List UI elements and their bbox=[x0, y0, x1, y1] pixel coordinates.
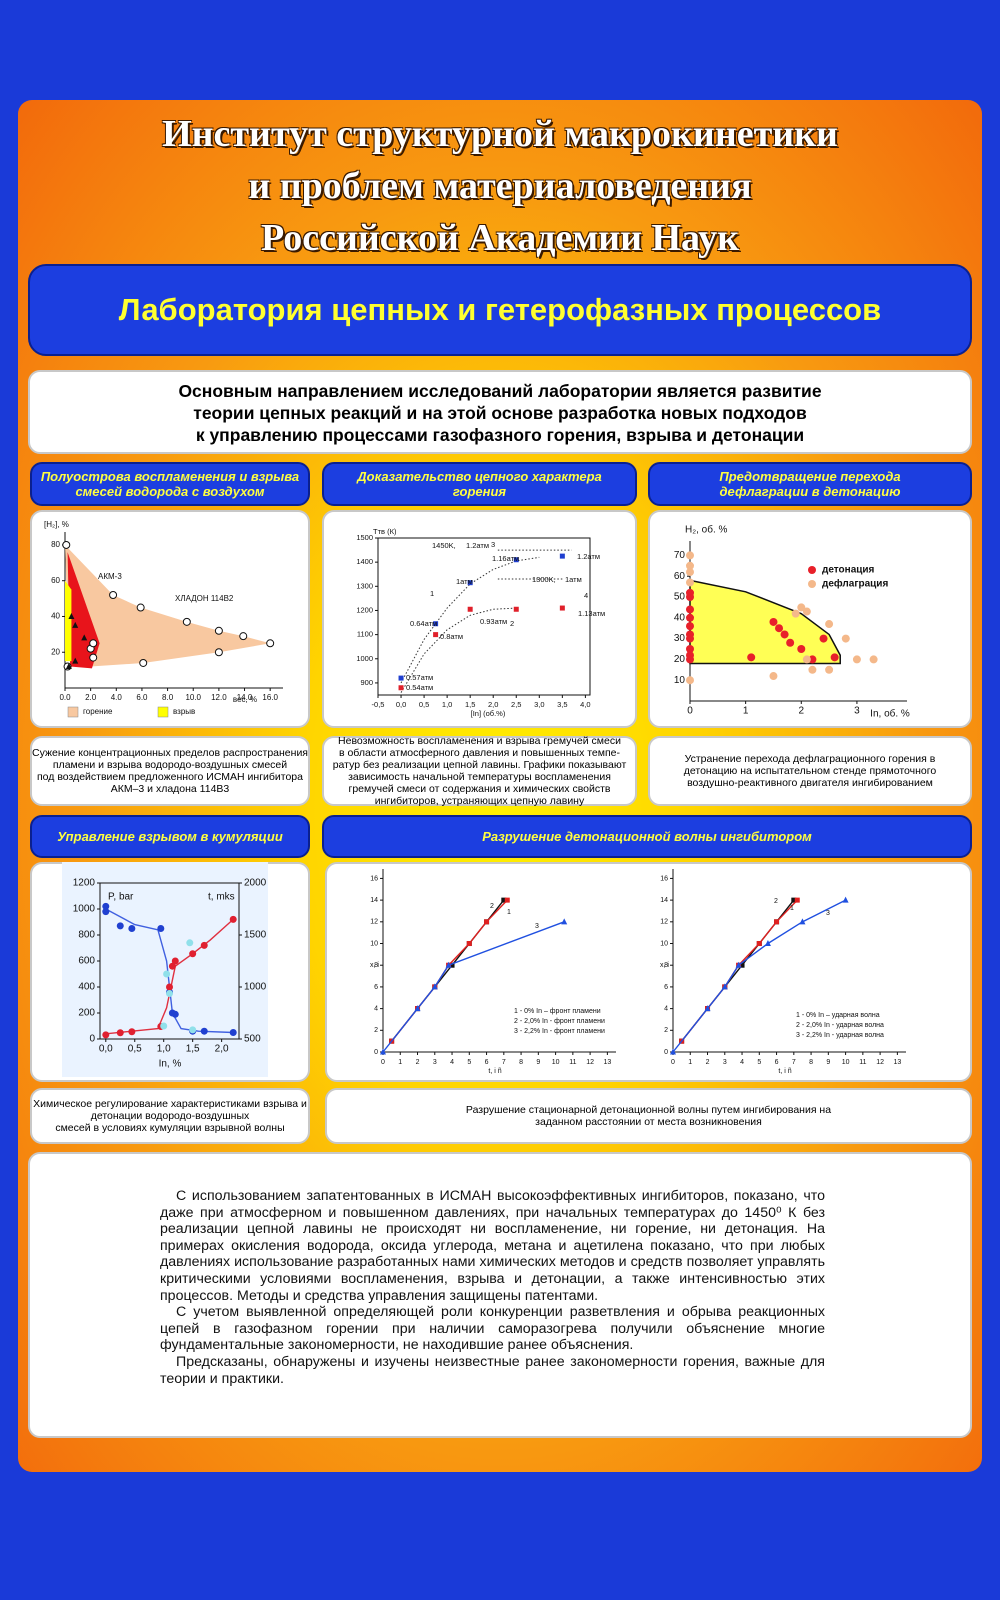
heading-line: Предотвращение перехода bbox=[719, 469, 901, 484]
caption-line: Сужение концентрационных пределов распро… bbox=[32, 747, 308, 759]
caption-box: Невозможность воспламенения и взрыва гре… bbox=[322, 735, 637, 807]
paragraph: Предсказаны, обнаружены и изучены неизве… bbox=[160, 1353, 825, 1387]
institute-title: Институт структурной макрокинетики и про… bbox=[30, 108, 970, 264]
chart-panel bbox=[30, 862, 310, 1082]
chart-panel bbox=[325, 862, 972, 1082]
caption-box: Химическое регулирование характеристикам… bbox=[30, 1088, 310, 1144]
chart-panel bbox=[30, 510, 310, 728]
caption-line: в области атмосферного давления и повыше… bbox=[338, 747, 621, 759]
heading-line: смесей водорода с воздухом bbox=[75, 484, 265, 499]
caption-line: заданном расстоянии от места возникновен… bbox=[535, 1116, 762, 1128]
heading-line: дефлаграции в детонацию bbox=[719, 484, 901, 499]
caption-line: гремучей смеси от содержания и химически… bbox=[348, 783, 611, 795]
title-line: Институт структурной макрокинетики bbox=[162, 113, 838, 155]
heading-line: Доказательство цепного характера bbox=[357, 469, 602, 484]
caption-line: пламени и взрыва водородо-воздушных смес… bbox=[52, 759, 288, 771]
title-line: Российской Академии Наук bbox=[261, 217, 739, 259]
caption-box: Сужение концентрационных пределов распро… bbox=[30, 736, 310, 806]
heading-line: горения bbox=[452, 484, 507, 499]
caption-line: Разрушение стационарной детонационной во… bbox=[465, 1104, 832, 1116]
body-text: С использованием запатентованных в ИСМАН… bbox=[160, 1188, 825, 1387]
caption-box: Устранение перехода дефлаграционного гор… bbox=[648, 736, 972, 806]
paragraph: С использованием запатентованных в ИСМАН… bbox=[160, 1188, 825, 1304]
caption-line: зависимость начальной температуры воспла… bbox=[348, 771, 611, 783]
caption-line: Невозможность воспламенения и взрыва гре… bbox=[338, 735, 621, 747]
section-heading: Разрушение детонационной волны ингибитор… bbox=[322, 815, 972, 858]
caption-line: АКМ–3 и хладона 114В3 bbox=[110, 783, 230, 795]
caption-box: Разрушение стационарной детонационной во… bbox=[325, 1088, 972, 1144]
lab-banner: Лаборатория цепных и гетерофазных процес… bbox=[28, 264, 972, 356]
caption-line: воздушно-реактивного двигателя ингибиров… bbox=[687, 777, 933, 789]
mission-line: Основным направлением исследований лабор… bbox=[178, 381, 822, 401]
caption-line: смесей в условиях кумуляции взрывной вол… bbox=[55, 1122, 285, 1134]
heading-line: Управление взрывом в кумуляции bbox=[57, 829, 283, 844]
title-line: и проблем материаловедения bbox=[248, 165, 752, 207]
caption-line: детонации водородо-воздушных bbox=[90, 1110, 250, 1122]
caption-line: Химическое регулирование характеристикам… bbox=[33, 1098, 307, 1110]
body-box bbox=[28, 1152, 972, 1438]
mission-line: к управлению процессами газофазного горе… bbox=[195, 425, 805, 445]
section-heading: Предотвращение перехода дефлаграции в дет… bbox=[648, 462, 972, 506]
paragraph: С учетом выявленной определяющей роли ко… bbox=[160, 1304, 825, 1354]
mission-line: теории цепных реакций и на этой основе р… bbox=[193, 403, 807, 423]
section-heading: Полуострова воспламенения и взрыва смесей… bbox=[30, 462, 310, 506]
chart-panel bbox=[322, 510, 637, 728]
section-heading: Доказательство цепного характера горения bbox=[322, 462, 637, 506]
section-heading: Управление взрывом в кумуляции bbox=[30, 815, 310, 858]
heading-line: Полуострова воспламенения и взрыва bbox=[40, 469, 300, 484]
caption-line: детонацию на испытательном стенде прямот… bbox=[683, 765, 937, 777]
caption-line: ингибиторов, устраняющих цепную лавину bbox=[374, 795, 585, 807]
chart-panel bbox=[648, 510, 972, 728]
mission-box: Основным направлением исследований лабор… bbox=[28, 370, 972, 454]
heading-line: Разрушение детонационной волны ингибитор… bbox=[482, 829, 812, 844]
caption-line: ратур без реализации цепной лавины. Граф… bbox=[332, 759, 627, 771]
caption-line: Устранение перехода дефлаграционного гор… bbox=[684, 753, 936, 765]
caption-line: под воздействием предложенного ИСМАН инг… bbox=[36, 771, 303, 783]
